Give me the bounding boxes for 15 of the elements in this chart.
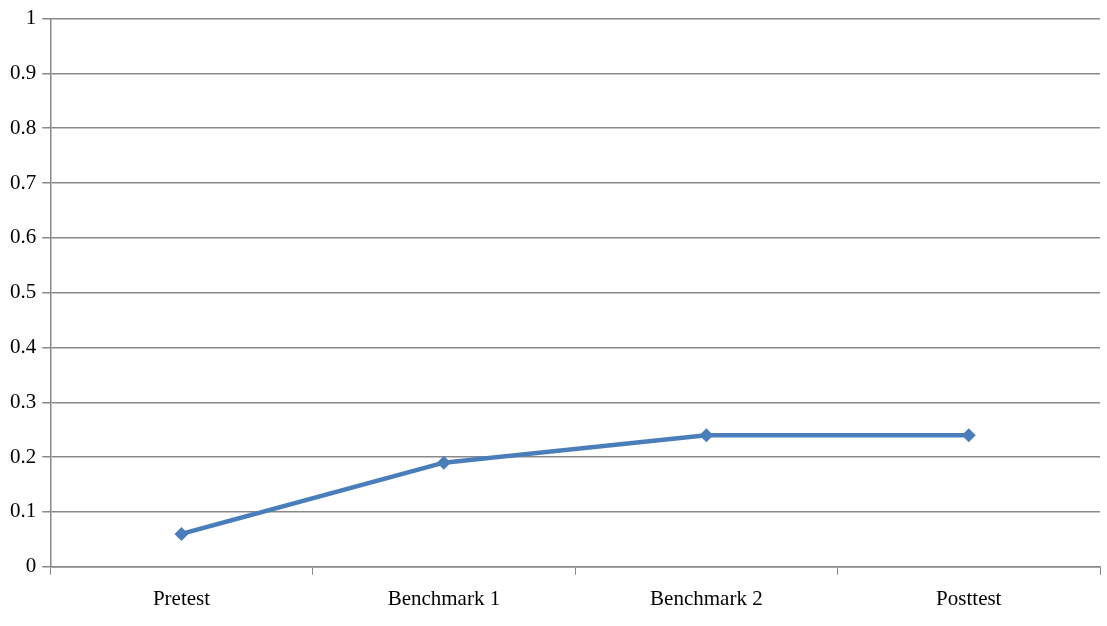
x-tick-label: Benchmark 2: [650, 585, 763, 610]
y-tick-label: 0.9: [10, 59, 37, 84]
x-tick-label: Benchmark 1: [387, 585, 501, 610]
y-tick-label: 0: [25, 553, 37, 578]
y-tick-label: 0.5: [10, 279, 37, 304]
y-tick-label: 0.6: [10, 224, 37, 249]
x-tick-label: Pretest: [152, 585, 211, 610]
y-tick-label: 0.2: [10, 443, 37, 468]
y-tick-label: 1: [25, 5, 37, 30]
y-tick-label: 0.1: [10, 498, 37, 523]
y-tick-label: 0.4: [10, 334, 37, 359]
y-tick-label: 0.8: [10, 114, 37, 139]
y-tick-label: 0.7: [10, 169, 37, 194]
y-tick-label: 0.3: [10, 388, 37, 413]
x-tick-label: Posttest: [936, 585, 1002, 610]
